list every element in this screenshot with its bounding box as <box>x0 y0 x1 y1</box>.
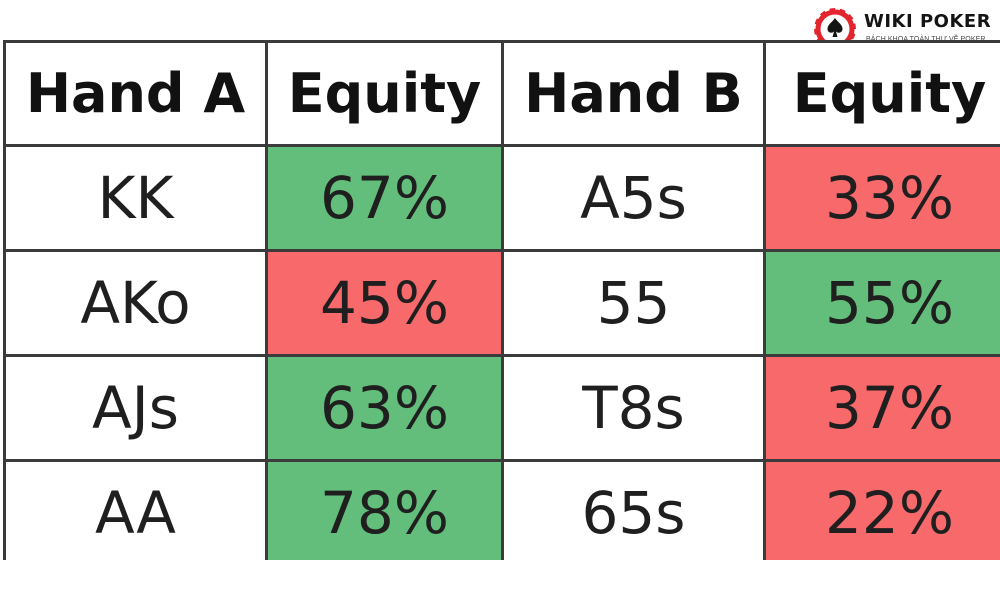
equity-b-cell: 22% <box>763 459 1000 560</box>
equity-a-cell: 45% <box>265 249 504 357</box>
table-header-row: Hand A Equity Hand B Equity <box>3 40 1000 147</box>
equity-table-container: Hand A Equity Hand B Equity KK 67% A5s 3… <box>0 40 1000 560</box>
table-row: AA 78% 65s 22% <box>3 459 1000 560</box>
hand-b-cell: 65s <box>501 459 766 560</box>
hand-a-cell: AJs <box>3 354 268 462</box>
equity-b-cell: 33% <box>763 144 1000 252</box>
equity-a-cell: 67% <box>265 144 504 252</box>
hand-b-cell: 55 <box>501 249 766 357</box>
hand-b-cell: T8s <box>501 354 766 462</box>
header-equity-a: Equity <box>265 40 504 147</box>
hand-a-cell: AKo <box>3 249 268 357</box>
header-hand-b: Hand B <box>501 40 766 147</box>
wiki-poker-logo: WIKI POKER BÁCH KHOA TOÀN THƯ VỀ POKER <box>812 6 998 52</box>
equity-a-cell: 78% <box>265 459 504 560</box>
hand-a-cell: AA <box>3 459 268 560</box>
logo-subtitle: BÁCH KHOA TOÀN THƯ VỀ POKER <box>866 36 986 43</box>
equity-a-cell: 63% <box>265 354 504 462</box>
header-equity-b: Equity <box>763 40 1000 147</box>
equity-b-cell: 37% <box>763 354 1000 462</box>
table-row: AJs 63% T8s 37% <box>3 354 1000 462</box>
hand-a-cell: KK <box>3 144 268 252</box>
equity-b-cell: 55% <box>763 249 1000 357</box>
logo-title: WIKI POKER <box>864 11 992 32</box>
equity-table: Hand A Equity Hand B Equity KK 67% A5s 3… <box>3 40 1000 560</box>
hand-b-cell: A5s <box>501 144 766 252</box>
header-hand-a: Hand A <box>3 40 268 147</box>
table-row: AKo 45% 55 55% <box>3 249 1000 357</box>
spade-poker-chip-icon <box>812 6 858 52</box>
table-row: KK 67% A5s 33% <box>3 144 1000 252</box>
